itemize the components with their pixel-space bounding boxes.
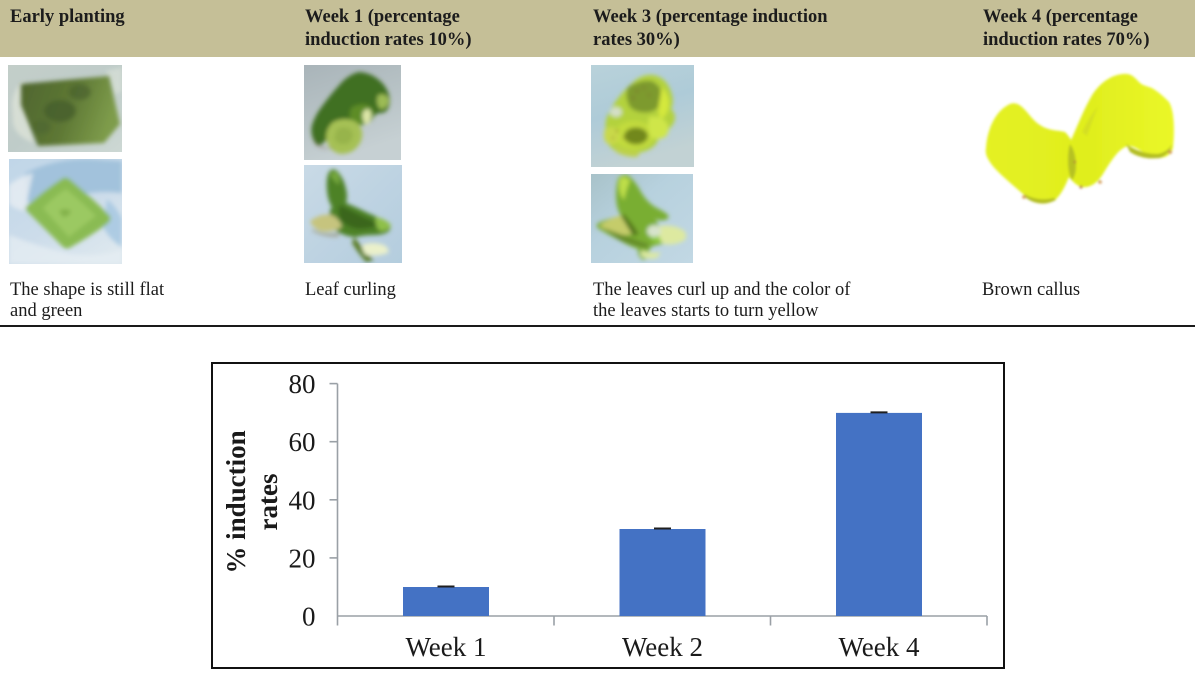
svg-text:40: 40 — [289, 485, 316, 515]
svg-text:Week 1: Week 1 — [405, 632, 486, 662]
svg-text:Week 2: Week 2 — [622, 632, 703, 662]
svg-text:0: 0 — [302, 602, 316, 632]
svg-text:20: 20 — [289, 543, 316, 573]
svg-text:% induction: % induction — [221, 430, 251, 573]
svg-text:80: 80 — [289, 369, 316, 399]
svg-text:rates: rates — [253, 474, 283, 531]
svg-text:Week 4: Week 4 — [838, 632, 920, 662]
svg-text:60: 60 — [289, 427, 316, 457]
